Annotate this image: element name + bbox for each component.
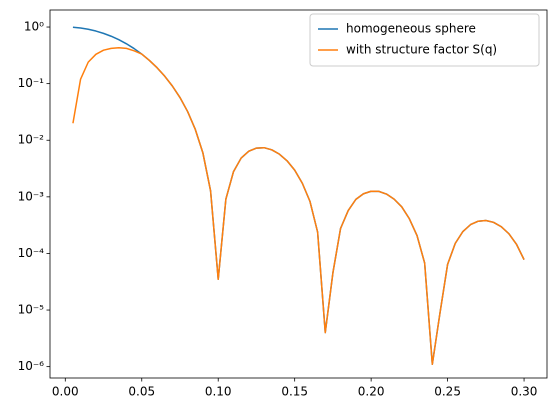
legend-box xyxy=(309,13,540,67)
legend-label: homogeneous sphere xyxy=(346,22,476,36)
y-tick-label: 10⁻⁴ xyxy=(18,246,45,260)
y-tick-label: 10⁻² xyxy=(18,133,45,147)
x-tick-label: 0.30 xyxy=(511,385,538,399)
legend-label: with structure factor S(q) xyxy=(346,43,497,57)
y-tick-label: 10⁻⁵ xyxy=(18,303,45,317)
y-tick-label: 10⁻¹ xyxy=(18,76,45,90)
x-tick-label: 0.05 xyxy=(128,385,155,399)
x-tick-label: 0.10 xyxy=(205,385,232,399)
x-tick-label: 0.15 xyxy=(281,385,308,399)
y-tick-label: 10⁰ xyxy=(24,20,44,34)
x-tick-label: 0.25 xyxy=(434,385,461,399)
series-line xyxy=(72,26,525,366)
series-line xyxy=(72,47,525,366)
y-tick-label: 10⁻³ xyxy=(18,189,45,203)
y-tick-label: 10⁻⁶ xyxy=(18,359,45,373)
x-tick-label: 0.20 xyxy=(358,385,385,399)
x-tick-label: 0.00 xyxy=(52,385,79,399)
axes-frame xyxy=(49,9,548,379)
